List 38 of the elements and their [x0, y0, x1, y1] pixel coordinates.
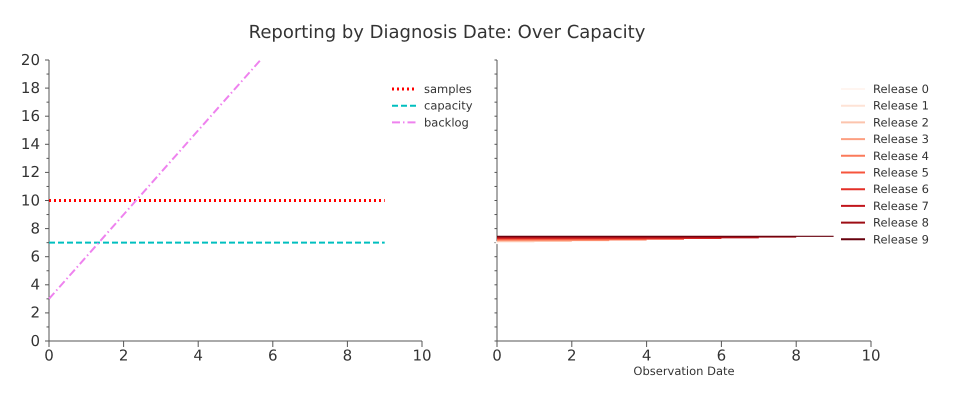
legend-label: Release 4: [873, 148, 929, 163]
y-tick-label: 0: [30, 332, 40, 350]
x-axis-title: Observation Date: [633, 364, 735, 378]
y-tick-label: 20: [20, 50, 40, 69]
y-tick-label: 8: [30, 219, 40, 238]
x-tick-label: 10: [861, 346, 881, 365]
legend-label: Release 0: [873, 82, 929, 96]
x-tick-label: 4: [642, 346, 652, 365]
legend-label: samples: [424, 82, 472, 96]
x-tick-label: 0: [44, 346, 54, 365]
x-tick-label: 8: [342, 346, 352, 365]
x-tick-label: 4: [193, 346, 203, 365]
y-tick-label: 16: [20, 107, 40, 125]
y-tick-label: 12: [20, 163, 40, 182]
legend-label: Release 5: [873, 166, 929, 180]
legend-label: capacity: [424, 98, 473, 113]
legend-label: backlog: [424, 115, 469, 130]
y-tick-label: 10: [20, 191, 40, 210]
legend-label: Release 1: [873, 98, 929, 113]
x-tick-label: 0: [492, 346, 502, 365]
y-tick-label: 18: [20, 78, 40, 97]
y-tick-label: 2: [30, 304, 40, 322]
y-tick-label: 6: [30, 248, 40, 266]
legend-label: Release 8: [873, 216, 929, 230]
x-tick-label: 6: [268, 346, 278, 365]
x-tick-label: 2: [118, 346, 128, 365]
legend-label: Release 6: [873, 182, 929, 196]
legend-label: Release 7: [873, 198, 929, 213]
x-tick-label: 10: [412, 346, 432, 365]
legend-label: Release 2: [873, 115, 929, 130]
y-tick-label: 14: [20, 135, 40, 154]
legend-label: Release 9: [873, 232, 929, 246]
chart-title: Reporting by Diagnosis Date: Over Capacity: [248, 22, 646, 43]
x-tick-label: 2: [567, 346, 577, 365]
x-tick-label: 8: [791, 346, 801, 365]
x-tick-label: 6: [716, 346, 726, 365]
legend-label: Release 3: [873, 132, 929, 146]
y-tick-label: 4: [30, 276, 40, 294]
